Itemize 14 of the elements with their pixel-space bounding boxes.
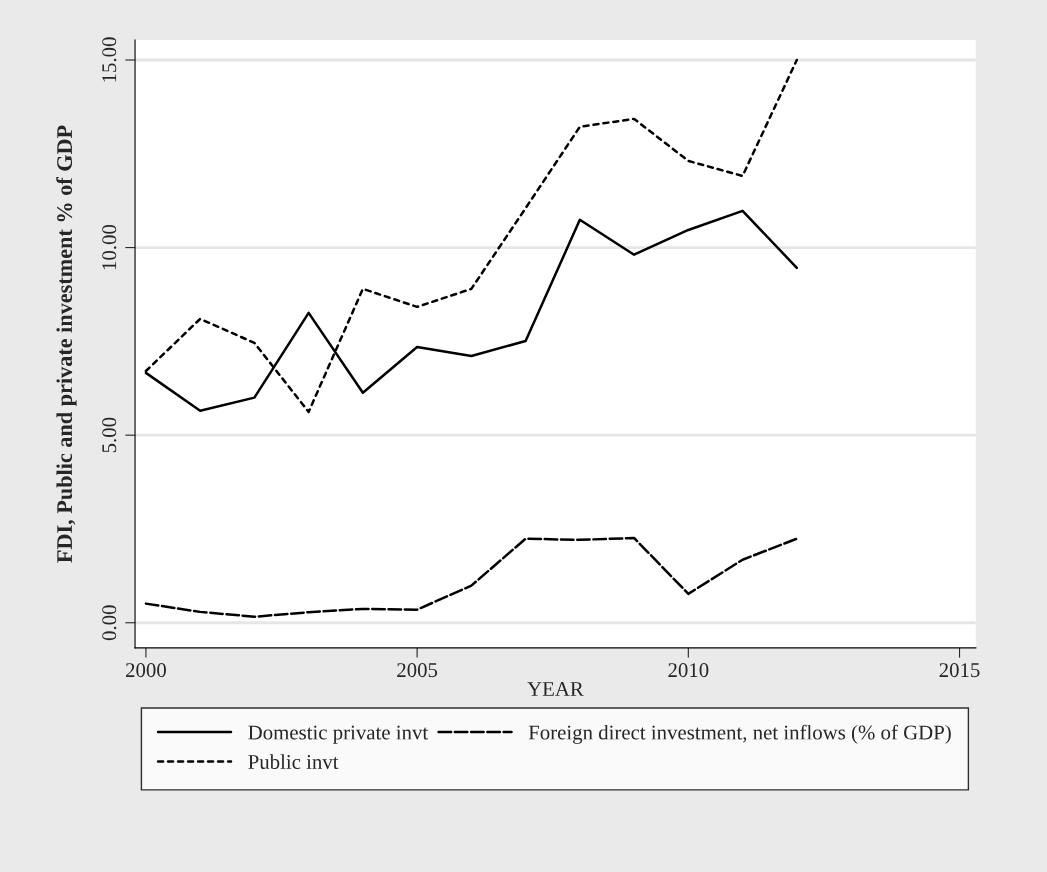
y-tick-label: 5.00 — [102, 417, 117, 453]
y-tick-label: 0.00 — [102, 605, 117, 641]
y-axis-title: FDI, Public and private investment % of GDP — [56, 125, 77, 563]
x-tick-label: 2005 — [397, 663, 438, 678]
line-series — [144, 536, 799, 619]
x-tick-label: 2000 — [125, 663, 166, 678]
x-axis-title: YEAR — [527, 682, 584, 696]
y-tick-label: 15.00 — [102, 37, 117, 82]
legend-label: Public invt — [248, 754, 339, 769]
legend-label: Domestic private invt — [248, 725, 429, 744]
y-tick-label: 10.00 — [102, 224, 117, 270]
x-tick-label: 2015 — [939, 663, 980, 678]
legend-label: Foreign direct investment, net inflows (% of GDP) — [528, 724, 951, 744]
x-tick-label: 2010 — [668, 663, 709, 678]
